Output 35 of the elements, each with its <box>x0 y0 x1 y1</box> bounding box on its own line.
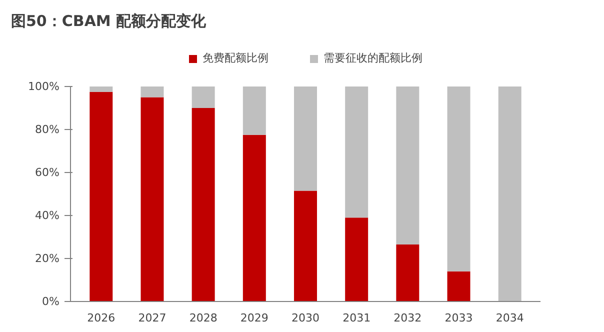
bar <box>242 86 266 135</box>
bar <box>90 86 113 92</box>
bar <box>345 218 368 302</box>
x-tick-label: 2030 <box>292 312 320 324</box>
y-tick-label: 20% <box>35 252 60 265</box>
x-tick-label: 2029 <box>240 312 268 324</box>
bar <box>90 92 113 302</box>
bar <box>447 86 470 272</box>
bar <box>294 190 317 302</box>
x-tick-label: 2033 <box>444 312 473 324</box>
bar <box>447 271 470 302</box>
legend-label: 需要征收的配额比例 <box>324 50 422 66</box>
y-tick-label: 80% <box>35 123 60 136</box>
chart-title: 图50：CBAM 配额分配变化 <box>11 11 206 32</box>
bar <box>498 86 522 302</box>
bar <box>294 86 317 191</box>
y-tick-label: 60% <box>35 166 60 179</box>
y-tick-label: 100% <box>28 80 60 93</box>
bar <box>192 86 215 108</box>
bar <box>396 244 420 302</box>
x-tick-label: 2034 <box>496 312 524 324</box>
legend-label: 免费配额比例 <box>202 50 268 66</box>
bar <box>345 86 368 218</box>
bar <box>140 86 164 98</box>
bar <box>242 134 266 302</box>
x-tick-label: 2031 <box>342 312 371 324</box>
bar <box>396 86 420 245</box>
x-tick-label: 2027 <box>138 312 166 324</box>
x-tick-label: 2026 <box>87 312 116 324</box>
y-tick-label: 40% <box>35 209 60 222</box>
x-tick-label: 2032 <box>394 312 422 324</box>
x-tick-label: 2028 <box>189 312 218 324</box>
bar <box>192 108 215 302</box>
y-tick-label: 0% <box>42 295 60 308</box>
bar <box>140 97 164 302</box>
